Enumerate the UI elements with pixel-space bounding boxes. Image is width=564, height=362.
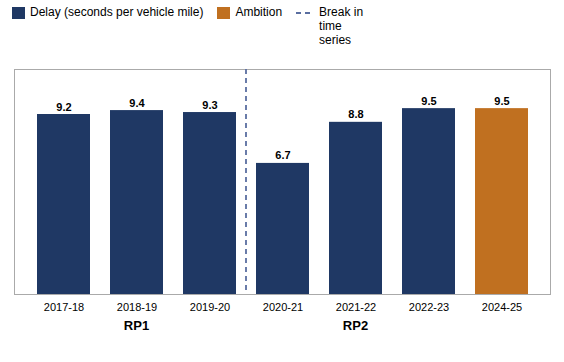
svg-text:RP2: RP2	[343, 318, 368, 333]
svg-text:9.3: 9.3	[202, 99, 217, 111]
svg-text:2018-19: 2018-19	[117, 302, 157, 314]
svg-text:9.2: 9.2	[56, 101, 71, 113]
svg-text:6.7: 6.7	[275, 150, 290, 162]
html-text:Delay (seconds per vehicle mil: Delay (seconds per vehicle mile)	[30, 5, 204, 19]
svg-text:2019-20: 2019-20	[190, 302, 230, 314]
svg-text:2022-23: 2022-23	[409, 302, 449, 314]
svg-text:2021-22: 2021-22	[336, 302, 376, 314]
svg-text:2020-21: 2020-21	[263, 302, 303, 314]
html-text:Break in time series: Break in time series	[319, 5, 364, 47]
svg-text:9.5: 9.5	[494, 95, 509, 107]
html-text:Ambition: Ambition	[235, 5, 283, 19]
svg-text:8.8: 8.8	[348, 109, 363, 121]
svg-text:9.4: 9.4	[129, 97, 145, 109]
svg-text:9.5: 9.5	[421, 95, 436, 107]
svg-text:2017-18: 2017-18	[44, 302, 84, 314]
svg-text:2024-25: 2024-25	[482, 302, 522, 314]
svg-text:RP1: RP1	[124, 318, 149, 333]
